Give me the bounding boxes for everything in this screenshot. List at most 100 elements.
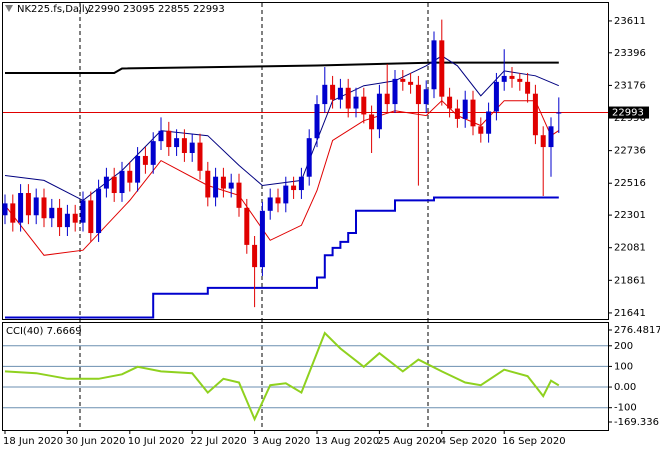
- x-tick-label: 13 Aug 2020: [315, 436, 379, 447]
- candle-body: [18, 193, 24, 223]
- candle-body: [283, 185, 289, 204]
- candle-body: [361, 96, 367, 115]
- candle-body: [423, 89, 429, 105]
- candle-body: [267, 197, 273, 211]
- candle-body: [103, 176, 109, 189]
- candle-body: [181, 138, 187, 153]
- candle-body: [10, 203, 16, 223]
- candle-body: [166, 130, 172, 148]
- x-tick-label: 30 Jun 2020: [65, 436, 125, 447]
- chart-title: NK225.fs,Daily: [17, 4, 91, 15]
- candle-body: [111, 176, 117, 194]
- candle-body: [556, 112, 562, 114]
- x-tick-label: 10 Jul 2020: [128, 436, 185, 447]
- candle-body: [330, 84, 336, 100]
- indicator-line: [5, 196, 559, 319]
- ohlc-label: 22990 23095 22855 22993: [88, 4, 225, 15]
- candle-body: [150, 141, 156, 165]
- y-tick-label: 21641: [614, 308, 646, 319]
- candle-body: [135, 155, 141, 183]
- candle-body: [57, 207, 63, 228]
- candle-body: [548, 126, 554, 148]
- candle-body: [369, 114, 375, 130]
- candle-body: [337, 87, 343, 100]
- x-tick-label: 4 Sep 2020: [440, 436, 497, 447]
- candle-body: [517, 78, 523, 82]
- y-tick-label: 22736: [614, 146, 646, 157]
- candle-body: [189, 142, 195, 153]
- candle-body: [197, 142, 203, 171]
- candle-body: [72, 213, 78, 223]
- candle-body: [431, 40, 437, 90]
- candle-body: [408, 81, 414, 85]
- price-label-box: [609, 106, 649, 119]
- candle-body: [33, 197, 39, 216]
- x-tick-label: 18 Jun 2020: [3, 436, 63, 447]
- y-tick-label: 22516: [614, 178, 646, 189]
- candle-body: [439, 40, 445, 97]
- marks: [2, 19, 608, 422]
- y-tick-label: 21861: [614, 275, 646, 286]
- candle-body: [142, 155, 148, 165]
- y-tick-label: 22301: [614, 210, 646, 221]
- candle-body: [220, 176, 226, 189]
- main-panel: [2, 2, 609, 320]
- x-tick-label: 25 Aug 2020: [377, 436, 441, 447]
- candle-body: [291, 185, 297, 191]
- candle-body: [478, 126, 484, 134]
- candle-body: [486, 111, 492, 134]
- candle-body: [25, 193, 31, 216]
- candle-body: [259, 210, 265, 268]
- candle-body: [314, 104, 320, 139]
- candle-body: [306, 138, 312, 177]
- candle-body: [41, 197, 47, 219]
- indicator-line: [4, 55, 559, 201]
- candle-body: [49, 207, 55, 219]
- candle-body: [322, 84, 328, 105]
- candle-body: [501, 75, 507, 82]
- candle-body: [298, 176, 304, 191]
- y-tick-label: -169.336: [614, 417, 659, 428]
- candle-body: [345, 87, 351, 109]
- candle-body: [447, 96, 453, 109]
- candle-body: [2, 203, 8, 216]
- candle-body: [462, 99, 468, 119]
- candle-body: [470, 99, 476, 127]
- y-tick-label: 276.4817: [614, 325, 660, 336]
- candle-body: [88, 200, 94, 234]
- y-tick-label: -100: [614, 403, 637, 414]
- candle-body: [532, 93, 538, 136]
- candle-body: [228, 182, 234, 189]
- candle-body: [376, 93, 382, 130]
- candle-body: [252, 244, 258, 268]
- candle-body: [415, 84, 421, 105]
- candle-body: [213, 176, 219, 198]
- indicator-line: [4, 331, 560, 422]
- y-tick-label: 23176: [614, 80, 646, 91]
- candle-body: [127, 170, 133, 183]
- symbol-icon: [5, 5, 13, 12]
- candle-body: [540, 135, 546, 148]
- x-tick-label: 3 Aug 2020: [253, 436, 311, 447]
- candle-body: [525, 81, 531, 94]
- indicator-line: [5, 61, 559, 74]
- y-tick-label: 200: [614, 341, 633, 352]
- candle-body: [400, 78, 406, 82]
- candle-body: [205, 170, 211, 198]
- candle-body: [493, 81, 499, 112]
- candle-body: [119, 170, 125, 194]
- y-tick-label: 23396: [614, 48, 646, 59]
- candle-body: [244, 207, 250, 245]
- candle-body: [80, 200, 86, 223]
- y-tick-label: 100: [614, 361, 633, 372]
- cci-panel: [2, 322, 609, 431]
- candle-body: [158, 130, 164, 142]
- y-tick-label: 22081: [614, 243, 646, 254]
- y-tick-label: 0.00: [614, 382, 636, 393]
- y-tick-label: 23611: [614, 16, 646, 27]
- candle-body: [509, 75, 515, 79]
- x-tick-label: 16 Sep 2020: [502, 436, 565, 447]
- candle-body: [454, 108, 460, 119]
